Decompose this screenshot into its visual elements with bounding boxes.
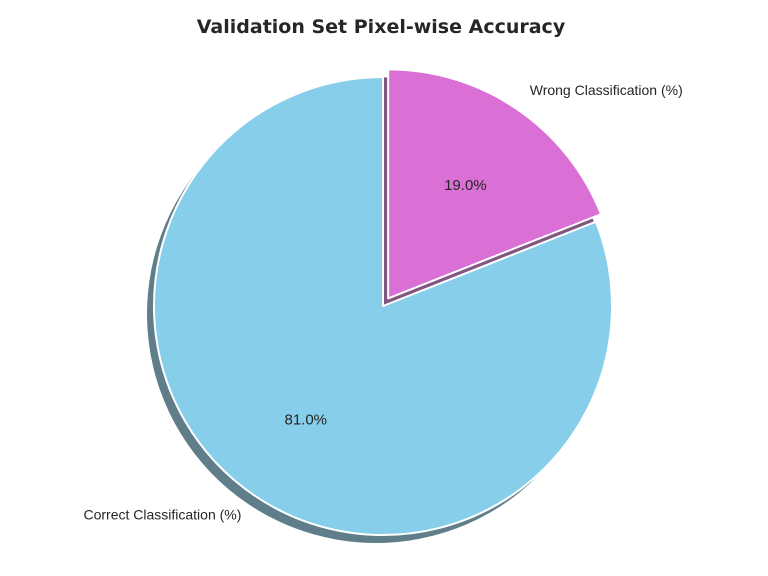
pie-slices	[153, 68, 613, 536]
slice-percent-label: 19.0%	[444, 177, 487, 194]
pie-slice-0	[153, 76, 613, 536]
slice-category-label: Wrong Classification (%)	[530, 82, 683, 98]
slice-labels: 81.0% Correct Classification (%) 19.0% Wron…	[83, 82, 682, 522]
slice-category-label: Correct Classification (%)	[83, 506, 241, 522]
slice-percent-label: 81.0%	[284, 412, 327, 429]
pie-slice-1	[387, 68, 603, 300]
chart-title: Validation Set Pixel-wise Accuracy	[197, 16, 566, 38]
